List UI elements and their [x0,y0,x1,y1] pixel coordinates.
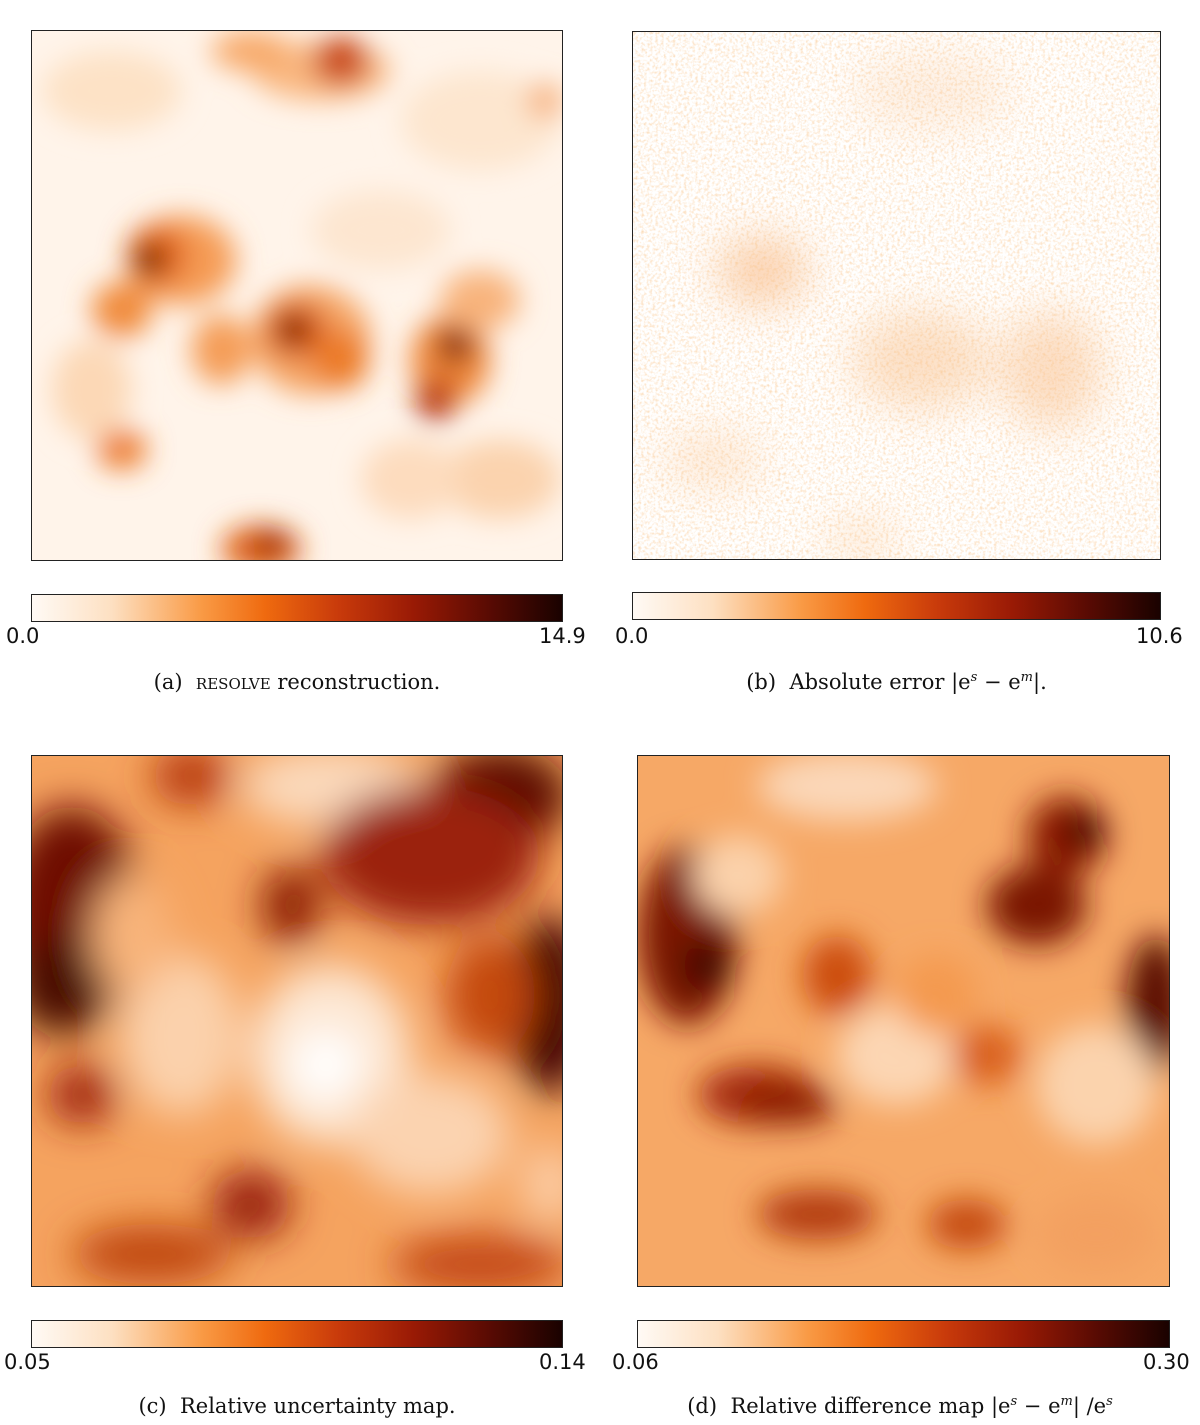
colorbar-a [31,594,563,622]
heatmap-b [633,32,1160,559]
map-c-relative-uncertainty [31,755,563,1287]
heatmap-c [32,756,562,1286]
colorbar-d-min: 0.06 [612,1350,659,1374]
caption-c: (c) Relative uncertainty map. [138,1394,456,1418]
colorbar-d [637,1320,1170,1348]
colorbar-c-min: 0.05 [4,1350,51,1374]
colorbar-a-min: 0.0 [6,624,40,648]
colorbar-b-min: 0.0 [615,624,649,648]
colorbar-c [31,1320,563,1348]
map-a-resolve-reconstruction [31,30,563,561]
colorbar-c-max: 0.14 [539,1350,586,1374]
map-d-relative-difference [637,755,1170,1287]
caption-a: (a) resolve reconstruction. [153,670,441,694]
caption-b: (b) Absolute error |es − em|. [746,670,1047,694]
colorbar-b-max: 10.6 [1136,624,1183,648]
colorbar-d-max: 0.30 [1143,1350,1190,1374]
heatmap-d [638,756,1169,1286]
caption-d: (d) Relative difference map |es − em| /e… [687,1394,1113,1418]
map-b-absolute-error [632,31,1161,560]
colorbar-b [632,592,1161,620]
colorbar-a-max: 14.9 [539,624,586,648]
heatmap-a [32,31,562,560]
